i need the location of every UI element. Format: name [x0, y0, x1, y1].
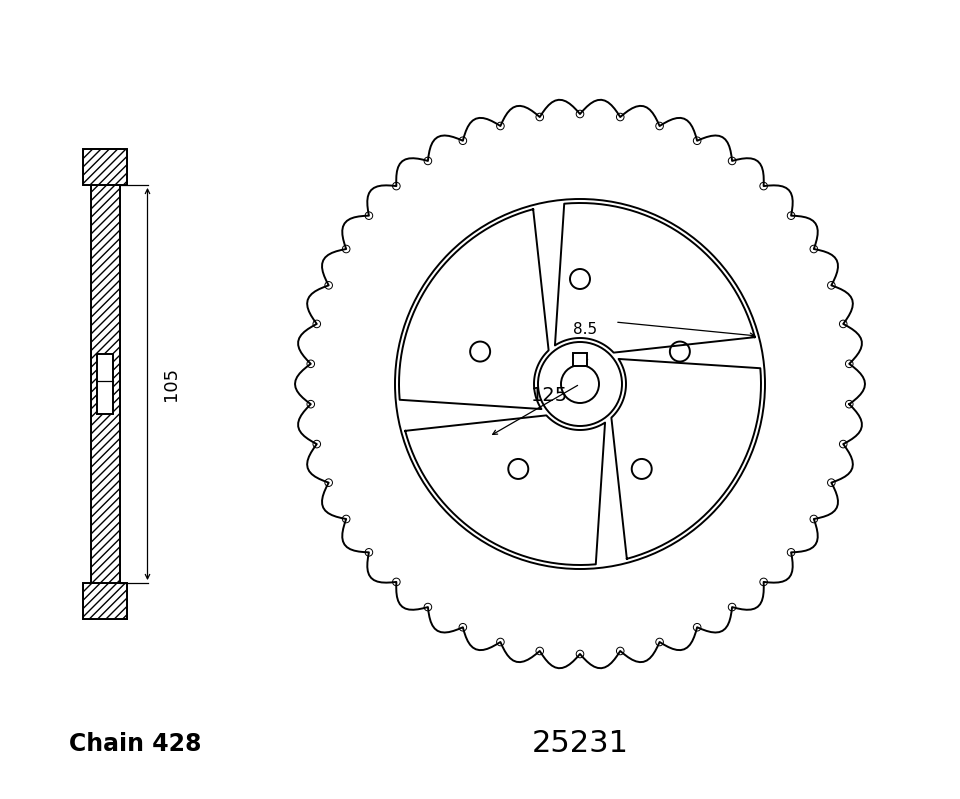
- Text: 25231: 25231: [532, 729, 629, 758]
- Bar: [573, 353, 587, 366]
- Bar: [83, 149, 127, 185]
- Bar: [83, 583, 127, 619]
- Bar: [90, 149, 119, 619]
- Bar: [83, 583, 127, 619]
- Text: Chain 428: Chain 428: [69, 732, 202, 756]
- Text: 8.5: 8.5: [573, 323, 597, 337]
- Bar: [90, 149, 119, 619]
- Bar: [83, 149, 127, 185]
- Bar: [97, 354, 113, 414]
- Text: 105: 105: [161, 367, 180, 401]
- Text: 125: 125: [531, 386, 567, 405]
